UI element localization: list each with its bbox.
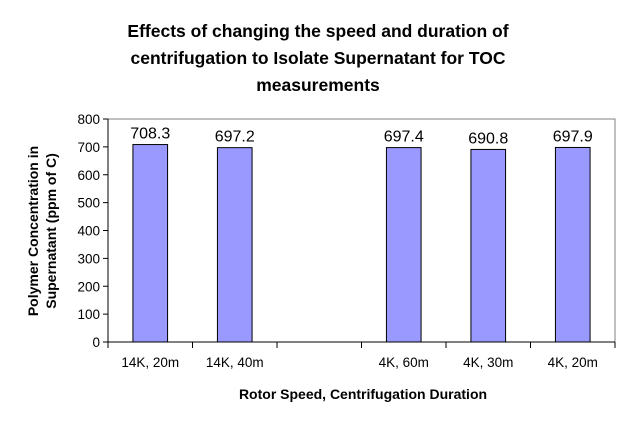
- data-label: 690.8: [468, 130, 508, 147]
- data-label: 697.9: [553, 128, 593, 145]
- chart-title: Effects of changing the speed and durati…: [127, 21, 508, 95]
- x-tick-label: 4K, 30m: [463, 355, 513, 370]
- x-tick-label: 4K, 20m: [548, 355, 598, 370]
- data-label: 708.3: [130, 126, 170, 143]
- y-tick-label: 100: [77, 307, 100, 322]
- x-axis-title: Rotor Speed, Centrifugation Duration: [239, 386, 487, 402]
- x-tick-label: 14K, 20m: [121, 355, 179, 370]
- bar: [216, 147, 253, 343]
- y-tick-label: 200: [77, 279, 100, 294]
- bar: [385, 147, 422, 343]
- x-tick-label: 14K, 40m: [206, 355, 264, 370]
- bar: [132, 144, 169, 343]
- chart-title-line-3: measurements: [256, 75, 380, 95]
- y-axis-title-line-2: Supernatant (ppm of C): [43, 153, 59, 309]
- bar: [470, 148, 507, 343]
- y-tick-label: 700: [77, 140, 100, 155]
- y-tick-label: 600: [77, 168, 100, 183]
- x-tick-label: 4K, 60m: [379, 355, 429, 370]
- chart-title-line-2: centrifugation to Isolate Supernatant fo…: [131, 48, 506, 68]
- y-axis-title: Polymer Concentration in Supernatant (pp…: [25, 146, 59, 316]
- bar: [554, 146, 591, 343]
- y-tick-label: 400: [77, 224, 100, 239]
- data-label: 697.4: [384, 129, 424, 146]
- y-axis-title-line-1: Polymer Concentration in: [25, 146, 41, 316]
- y-tick-label: 500: [77, 196, 100, 211]
- y-tick-label: 800: [77, 112, 100, 127]
- chart-title-line-1: Effects of changing the speed and durati…: [127, 21, 508, 41]
- plot-frame: [107, 118, 616, 343]
- plot-area: 0 100 200 300 400 500 600 700 800 708.3 14K, 20m 69…: [77, 112, 616, 370]
- data-label: 697.2: [215, 129, 255, 146]
- y-tick-label: 300: [77, 251, 100, 266]
- y-tick-label: 0: [92, 335, 100, 350]
